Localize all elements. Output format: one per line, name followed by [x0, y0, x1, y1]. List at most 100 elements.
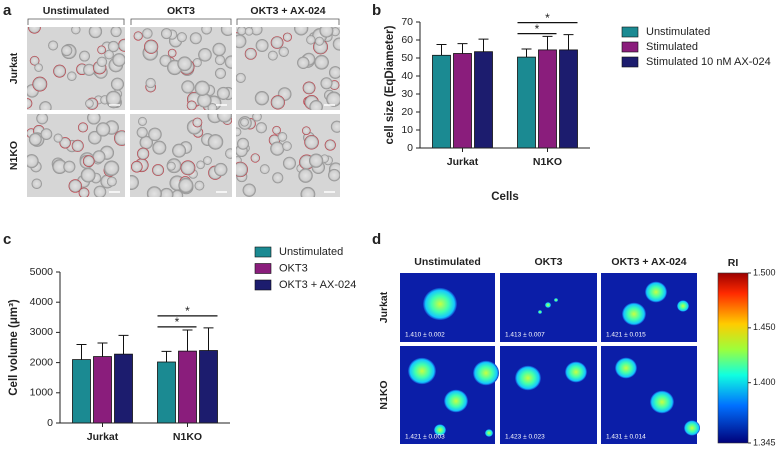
cell: [144, 39, 159, 54]
error-bar: [563, 34, 574, 50]
cell: [304, 134, 319, 150]
cell: [236, 34, 247, 49]
cell: [214, 54, 226, 66]
panel-label: c: [3, 231, 11, 248]
legend-label: Stimulated 10 nM AX-024: [646, 56, 771, 68]
microscopy-image: [130, 27, 232, 110]
cell: [87, 130, 102, 145]
cell: [167, 48, 177, 58]
cells: [133, 27, 232, 110]
cell: [207, 134, 224, 150]
cell: [423, 287, 457, 321]
y-tick-label: 0: [47, 417, 53, 429]
cell: [61, 44, 73, 57]
cell: [137, 116, 147, 126]
error-bar: [97, 342, 108, 357]
cell: [259, 164, 270, 175]
cell: [180, 160, 196, 176]
cell: [485, 429, 493, 437]
column-header: OKT3: [167, 5, 195, 17]
bar: [432, 54, 451, 149]
bar: [559, 49, 578, 149]
cell: [194, 180, 205, 191]
cell: [201, 27, 212, 35]
ri-image: 1.421 ± 0.003: [400, 346, 499, 444]
y-axis-label: cell size (EqDiameter): [384, 25, 396, 144]
cell: [71, 27, 81, 35]
cell: [242, 183, 256, 197]
cell: [237, 27, 247, 36]
cell: [32, 76, 48, 92]
legend-label: OKT3: [279, 262, 308, 274]
bar: [93, 356, 112, 424]
cell: [118, 38, 125, 52]
cell: [267, 50, 278, 61]
microscopy-image: [27, 27, 125, 110]
cell: [297, 56, 310, 69]
microscopy-image: [236, 27, 340, 110]
cell: [130, 160, 143, 173]
bar: [178, 350, 197, 424]
cell: [106, 176, 117, 187]
cell: [88, 27, 103, 39]
cell: [148, 127, 162, 142]
panel-label: b: [372, 2, 381, 19]
cell: [220, 27, 232, 37]
cell: [107, 40, 120, 53]
colorbar-tick-label: 1.450: [753, 322, 776, 332]
cell: [314, 36, 325, 46]
legend-swatch: [254, 246, 272, 258]
cell: [48, 40, 59, 51]
cell: [192, 117, 203, 128]
x-axis-label: Cells: [491, 191, 519, 203]
cell: [78, 187, 90, 197]
bar: [474, 51, 493, 149]
cell: [326, 91, 340, 107]
ri-value: 1.410 ± 0.002: [405, 332, 445, 339]
cell: [216, 114, 232, 123]
cell: [328, 168, 340, 182]
cell: [77, 122, 88, 133]
cell: [27, 27, 41, 34]
ri-image: 1.413 ± 0.007: [500, 273, 597, 342]
ri-image: 1.421 ± 0.015: [601, 273, 697, 342]
x-tick-label: N1KO: [173, 431, 202, 443]
cell: [302, 81, 316, 95]
y-axis-label: Cell volume (μm³): [8, 299, 20, 396]
error-bar: [118, 334, 129, 355]
legend-swatch: [254, 279, 272, 291]
error-bar: [436, 44, 447, 56]
cell: [252, 114, 262, 122]
cell: [214, 162, 228, 177]
cell: [554, 298, 558, 302]
cell: [319, 27, 334, 38]
error-bar: [76, 343, 87, 360]
cell: [684, 420, 700, 436]
cell: [270, 141, 285, 156]
cell: [298, 168, 313, 183]
cell: [236, 161, 248, 178]
bar: [114, 353, 133, 424]
cell: [53, 64, 67, 78]
cell: [110, 77, 125, 91]
error-bar: [161, 350, 172, 362]
cell: [27, 154, 39, 169]
cells: [27, 114, 125, 197]
cell: [255, 39, 269, 52]
cell: [146, 186, 162, 197]
cell: [224, 55, 232, 69]
significance-label: *: [545, 11, 550, 25]
cell: [79, 50, 90, 62]
cell: [137, 147, 150, 160]
cell: [216, 86, 230, 100]
cell: [189, 32, 202, 45]
cell: [278, 46, 289, 57]
cell: [176, 32, 187, 43]
cell: [178, 177, 194, 193]
cell: [515, 365, 541, 391]
legend-swatch: [621, 26, 639, 38]
panel-label: d: [372, 231, 381, 248]
legend-label: Unstimulated: [646, 26, 710, 38]
row-header: Jurkat: [8, 52, 20, 84]
colorbar-tick-label: 1.400: [753, 377, 776, 387]
